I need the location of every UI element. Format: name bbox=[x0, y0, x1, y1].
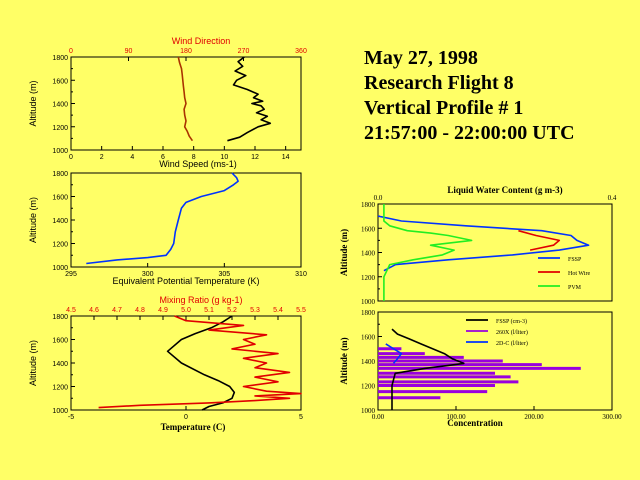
conc-2dc-line bbox=[385, 343, 403, 364]
theta_e-ylabel: Altitude (m) bbox=[28, 197, 38, 243]
lwc-legend-label: Hot Wire bbox=[568, 271, 590, 277]
conc-ytick-label: 1600 bbox=[361, 334, 376, 342]
theta-e-xlabel: Equivalent Potential Temperature (K) bbox=[113, 276, 260, 286]
temp_mix-top-tick-label: 4.7 bbox=[112, 307, 122, 314]
lwc-ytick-label: 1600 bbox=[361, 225, 376, 233]
theta_e-xtick-label: 310 bbox=[295, 271, 307, 278]
lwc-top-tick-label: 0.0 bbox=[374, 194, 383, 202]
theta_e-xtick-label: 295 bbox=[65, 271, 77, 278]
temp_mix-ytick-label: 1200 bbox=[52, 385, 68, 392]
wind-top-tick-label: 0 bbox=[69, 48, 73, 55]
theta-e-line bbox=[86, 172, 239, 265]
wind-top-tick-label: 90 bbox=[125, 48, 133, 55]
temp_mix-top-tick-label: 5.5 bbox=[296, 307, 306, 314]
wind-xtick-label: 2 bbox=[100, 154, 104, 161]
wind-ytick-label: 1600 bbox=[52, 78, 68, 85]
lwc-ytick-label: 1800 bbox=[361, 201, 376, 209]
theta_e-ytick-label: 1200 bbox=[52, 242, 68, 249]
wind-ytick-label: 1000 bbox=[52, 148, 68, 155]
temp_mix-ytick-label: 1000 bbox=[52, 408, 68, 415]
temp_mix-ytick-label: 1800 bbox=[52, 314, 68, 321]
conc-ytick-label: 1200 bbox=[361, 383, 376, 391]
theta_e-ytick-label: 1400 bbox=[52, 218, 68, 225]
conc-legend-label: 2D-C (l/liter) bbox=[496, 340, 528, 347]
temp_mix-top-tick-label: 5.0 bbox=[181, 307, 191, 314]
wind-ytick-label: 1200 bbox=[52, 125, 68, 132]
title-date: May 27, 1998 bbox=[364, 47, 478, 69]
temp_mix-xtick-label: 0 bbox=[184, 414, 188, 421]
wind-top-tick-label: 270 bbox=[238, 48, 250, 55]
conc-xlabel: Concentration bbox=[447, 418, 503, 428]
temp_mix-top-tick-label: 5.3 bbox=[250, 307, 260, 314]
wind-ytick-label: 1800 bbox=[52, 55, 68, 62]
lwc-ytick-label: 1000 bbox=[361, 298, 376, 306]
wind-xtick-label: 12 bbox=[251, 154, 259, 161]
theta_e-xtick-label: 300 bbox=[142, 271, 154, 278]
lwc-ylabel: Altitude (m) bbox=[339, 229, 349, 276]
wind-top-tick-label: 180 bbox=[180, 48, 192, 55]
temp_mix-top-tick-label: 4.8 bbox=[135, 307, 145, 314]
conc-fssp-line bbox=[391, 328, 465, 410]
title-profile: Vertical Profile # 1 bbox=[364, 97, 524, 119]
temp_mix-xtick-label: -5 bbox=[68, 414, 74, 421]
temp_mix-top-tick-label: 5.2 bbox=[227, 307, 237, 314]
temp_mix-xtick-label: 5 bbox=[299, 414, 303, 421]
lwc-ytick-label: 1400 bbox=[361, 250, 376, 258]
temp_mix-top-tick-label: 4.5 bbox=[66, 307, 76, 314]
theta_e-plot-frame bbox=[70, 172, 302, 268]
figure-title-block: May 27, 1998 Research Flight 8 Vertical … bbox=[364, 46, 575, 146]
wind-xtick-label: 10 bbox=[220, 154, 228, 161]
theta_e-xtick-label: 305 bbox=[218, 271, 230, 278]
wind-xtick-label: 4 bbox=[130, 154, 134, 161]
conc-xtick-label: 0.00 bbox=[372, 413, 385, 421]
mixing-ratio-title: Mixing Ratio (g kg-1) bbox=[159, 295, 242, 305]
lwc-fssp-line bbox=[377, 215, 590, 272]
conc-ytick-label: 1800 bbox=[361, 309, 376, 317]
wind-xtick-label: 8 bbox=[192, 154, 196, 161]
title-flight: Research Flight 8 bbox=[364, 72, 514, 94]
lwc-legend-label: PVM bbox=[568, 285, 582, 291]
temp_mix-ytick-label: 1600 bbox=[52, 338, 68, 345]
wind-ylabel: Altitude (m) bbox=[28, 80, 38, 126]
theta_e-ytick-label: 1800 bbox=[52, 171, 68, 178]
conc-ytick-label: 1000 bbox=[361, 407, 376, 415]
conc-legend-label: FSSP (cm-3) bbox=[496, 318, 527, 325]
temp_mix-ytick-label: 1400 bbox=[52, 361, 68, 368]
lwc-hot-wire-line bbox=[518, 229, 561, 251]
conc-legend-label: 260X (l/liter) bbox=[496, 329, 528, 336]
conc-ytick-label: 1400 bbox=[361, 358, 376, 366]
temp_mix-top-tick-label: 4.9 bbox=[158, 307, 168, 314]
wind-xtick-label: 0 bbox=[69, 154, 73, 161]
lwc-title: Liquid Water Content (g m-3) bbox=[447, 185, 562, 195]
lwc-top-tick-label: 0.4 bbox=[608, 194, 617, 202]
temp_mix-top-tick-label: 4.6 bbox=[89, 307, 99, 314]
theta_e-ytick-label: 1000 bbox=[52, 265, 68, 272]
title-time: 21:57:00 - 22:00:00 UTC bbox=[364, 122, 575, 144]
conc-xtick-label: 100.00 bbox=[446, 413, 466, 421]
temp_mix-ylabel: Altitude (m) bbox=[28, 340, 38, 386]
conc-ylabel: Altitude (m) bbox=[339, 337, 349, 384]
theta_e-ytick-label: 1600 bbox=[52, 195, 68, 202]
wind-ytick-label: 1400 bbox=[52, 102, 68, 109]
wind-speed-line bbox=[227, 56, 272, 142]
wind-top-tick-label: 360 bbox=[295, 48, 307, 55]
wind-xtick-label: 14 bbox=[282, 154, 290, 161]
temp_mix-top-tick-label: 5.1 bbox=[204, 307, 214, 314]
lwc-pvm-line bbox=[383, 204, 473, 301]
wind-xtick-label: 6 bbox=[161, 154, 165, 161]
conc-xtick-label: 300.00 bbox=[602, 413, 622, 421]
temp-xlabel: Temperature (C) bbox=[161, 422, 226, 432]
wind-xlabel: Wind Speed (ms-1) bbox=[159, 159, 237, 169]
wind-direction-line bbox=[177, 56, 194, 142]
conc-xtick-label: 200.00 bbox=[524, 413, 544, 421]
lwc-legend-label: FSSP bbox=[568, 257, 582, 263]
temp_mix-top-tick-label: 5.4 bbox=[273, 307, 283, 314]
lwc-ytick-label: 1200 bbox=[361, 274, 376, 282]
mixing-ratio-line bbox=[98, 315, 302, 409]
temperature-line bbox=[166, 315, 236, 411]
wind-direction-title: Wind Direction bbox=[172, 36, 231, 46]
